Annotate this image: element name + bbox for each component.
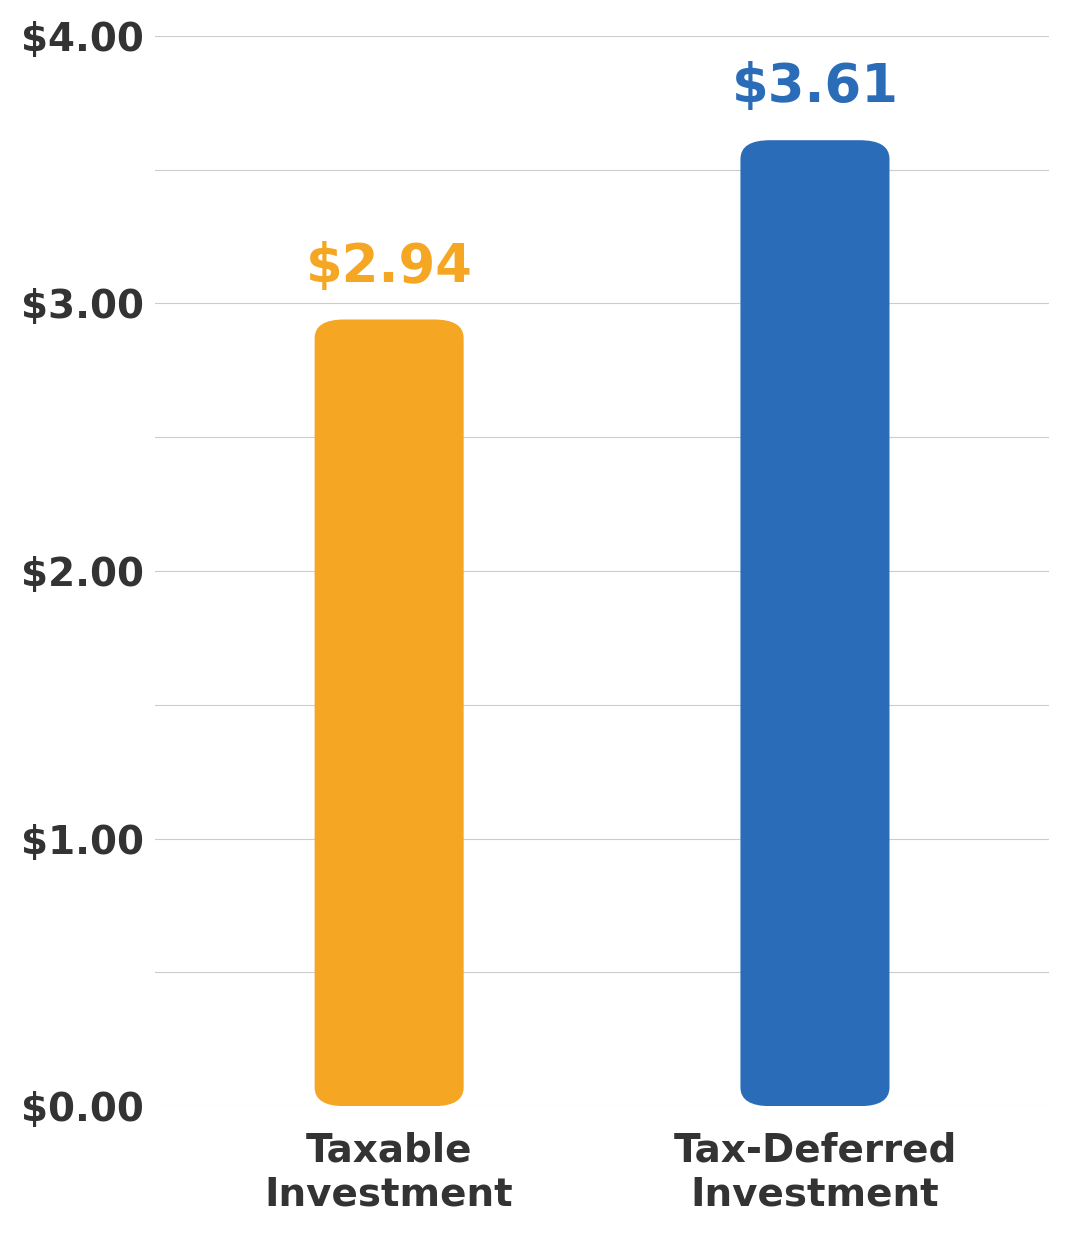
Text: $2.94: $2.94 [306, 241, 473, 292]
FancyBboxPatch shape [740, 141, 889, 1106]
FancyBboxPatch shape [315, 320, 463, 1106]
Text: $3.61: $3.61 [732, 62, 899, 114]
